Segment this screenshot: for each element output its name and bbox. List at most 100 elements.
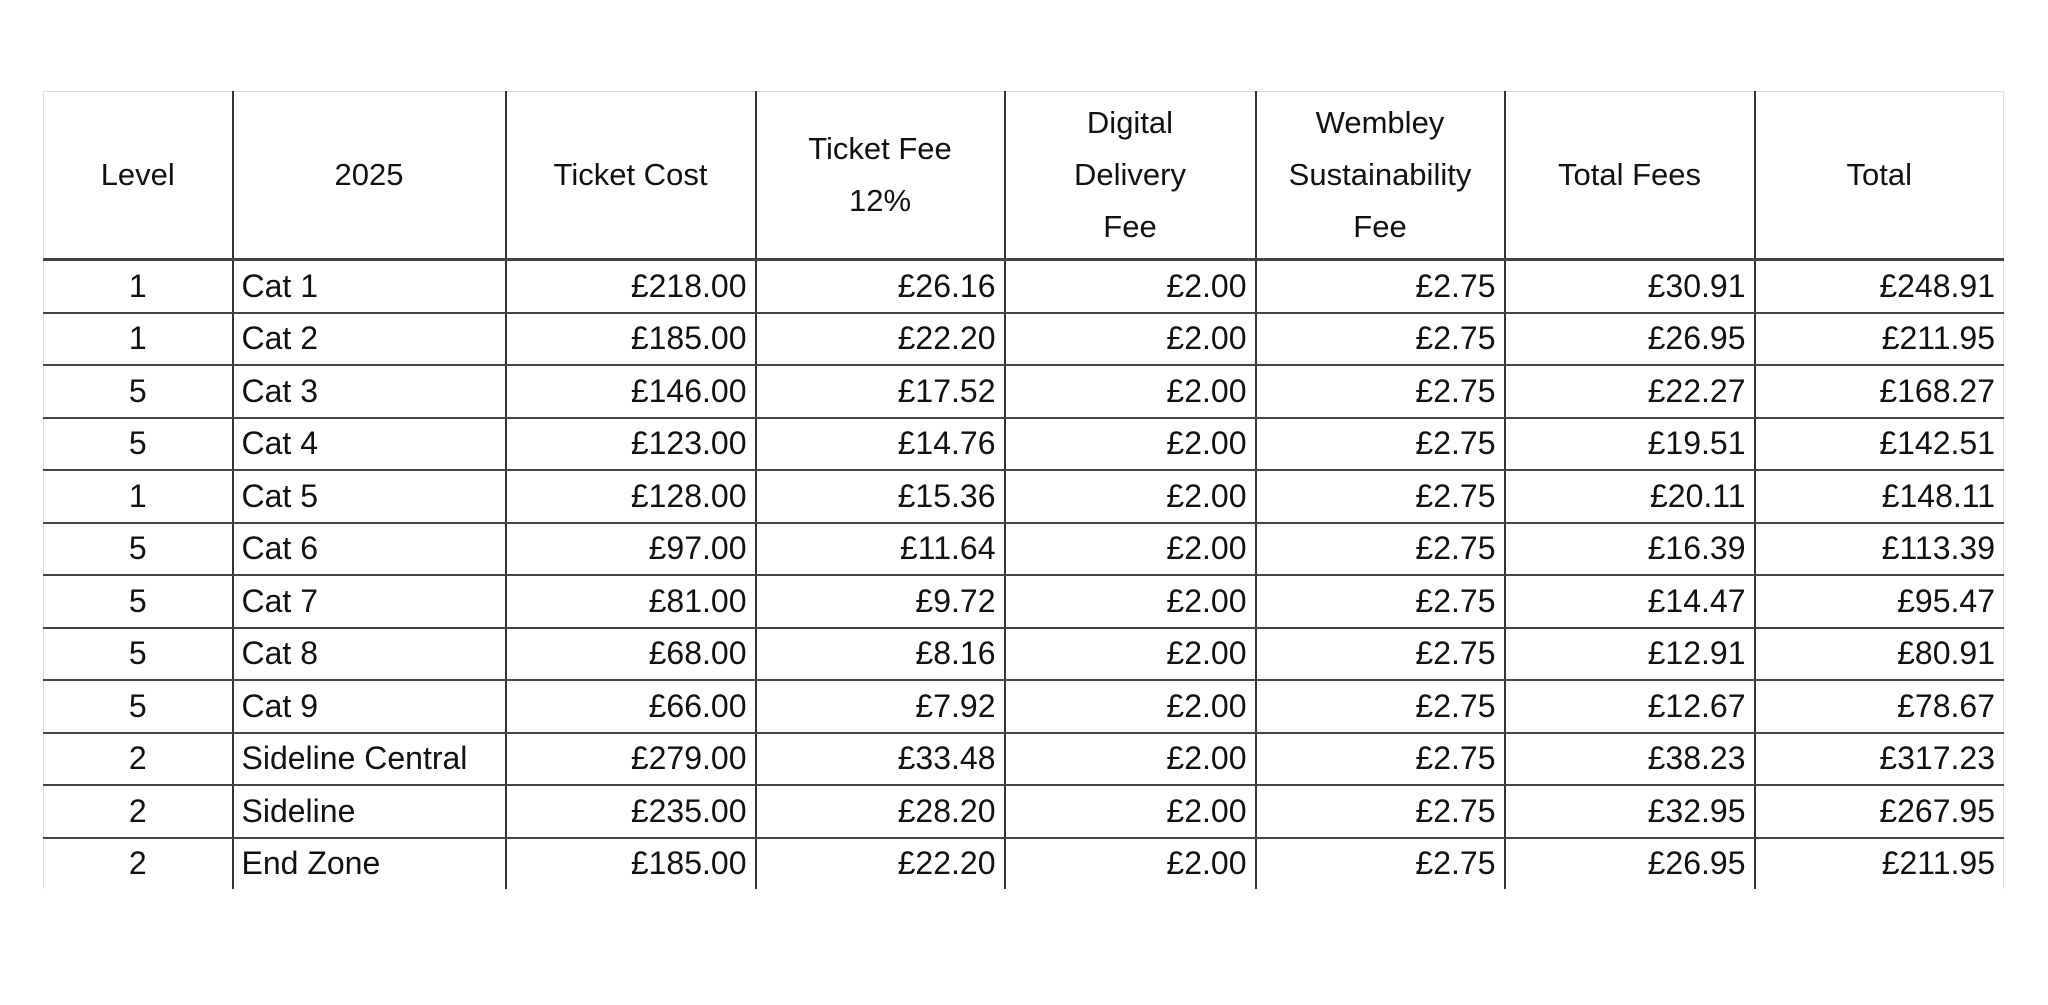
column-header-label: Ticket Cost [553, 157, 708, 192]
column-header: Ticket Cost [504, 91, 757, 261]
level-cell: 5 [43, 365, 234, 419]
table-row: 5 Cat 8 £68.00 £8.16 £2.00 £2.75 £12.91 £80.91 [43, 627, 2004, 681]
price-cell: £2.00 [1003, 837, 1257, 889]
level-cell: 1 [43, 312, 234, 366]
column-header: 2025 [231, 91, 507, 261]
category-cell: Cat 4 [231, 417, 507, 471]
price-cell: £22.27 [1503, 365, 1756, 419]
table-row: 2 Sideline £235.00 £28.20 £2.00 £2.75 £32.95 £2… [43, 785, 2004, 839]
column-header: Total Fees [1503, 91, 1756, 261]
price-cell: £185.00 [504, 312, 757, 366]
level-cell: 5 [43, 575, 234, 629]
price-cell: £2.75 [1254, 312, 1506, 366]
price-cell: £168.27 [1753, 365, 2004, 419]
price-cell: £9.72 [754, 575, 1006, 629]
price-cell: £2.75 [1254, 680, 1506, 734]
price-cell: £26.95 [1503, 837, 1756, 889]
price-cell: £317.23 [1753, 732, 2004, 786]
price-cell: £20.11 [1503, 470, 1756, 524]
price-cell: £15.36 [754, 470, 1006, 524]
price-cell: £2.75 [1254, 627, 1506, 681]
column-header-label: Wembley Sustainability Fee [1288, 105, 1472, 244]
price-cell: £2.00 [1003, 785, 1257, 839]
level-cell: 2 [43, 732, 234, 786]
category-cell: Cat 9 [231, 680, 507, 734]
category-cell: Sideline Central [231, 732, 507, 786]
price-cell: £11.64 [754, 522, 1006, 576]
table-row: 5 Cat 9 £66.00 £7.92 £2.00 £2.75 £12.67 £78.67 [43, 680, 2004, 734]
table-row: 2 Sideline Central £279.00 £33.48 £2.00 £2.75… [43, 732, 2004, 786]
column-header: Ticket Fee 12% [754, 91, 1006, 261]
price-cell: £211.95 [1753, 837, 2004, 889]
price-cell: £14.76 [754, 417, 1006, 471]
level-cell: 1 [43, 259, 234, 314]
column-header: Total [1753, 91, 2004, 261]
table-row: 5 Cat 6 £97.00 £11.64 £2.00 £2.75 £16.39 £113.3… [43, 522, 2004, 576]
price-cell: £113.39 [1753, 522, 2004, 576]
level-cell: 5 [43, 627, 234, 681]
price-cell: £142.51 [1753, 417, 2004, 471]
price-cell: £2.00 [1003, 575, 1257, 629]
column-header-label: Level [100, 157, 175, 192]
price-cell: £14.47 [1503, 575, 1756, 629]
ticket-price-table: Level 2025 Ticket Cost Ticket Fee 12% Digita… [43, 91, 2004, 889]
category-cell: Cat 1 [231, 259, 507, 314]
table-row: 1 Cat 5 £128.00 £15.36 £2.00 £2.75 £20.11 £148.… [43, 470, 2004, 524]
table-row: 5 Cat 7 £81.00 £9.72 £2.00 £2.75 £14.47 £95.47 [43, 575, 2004, 629]
category-cell: End Zone [231, 837, 507, 889]
price-cell: £267.95 [1753, 785, 2004, 839]
price-cell: £2.75 [1254, 522, 1506, 576]
price-cell: £2.75 [1254, 575, 1506, 629]
price-cell: £128.00 [504, 470, 757, 524]
price-cell: £38.23 [1503, 732, 1756, 786]
price-cell: £148.11 [1753, 470, 2004, 524]
price-cell: £2.75 [1254, 365, 1506, 419]
price-cell: £16.39 [1503, 522, 1756, 576]
level-cell: 1 [43, 470, 234, 524]
price-cell: £2.75 [1254, 417, 1506, 471]
price-cell: £22.20 [754, 312, 1006, 366]
price-cell: £97.00 [504, 522, 757, 576]
table-row: 1 Cat 1 £218.00 £26.16 £2.00 £2.75 £30.91 £248.… [43, 259, 2004, 314]
category-cell: Cat 6 [231, 522, 507, 576]
price-cell: £2.75 [1254, 837, 1506, 889]
price-cell: £7.92 [754, 680, 1006, 734]
price-cell: £211.95 [1753, 312, 2004, 366]
price-cell: £2.00 [1003, 417, 1257, 471]
price-cell: £279.00 [504, 732, 757, 786]
price-cell: £19.51 [1503, 417, 1756, 471]
column-header: Wembley Sustainability Fee [1254, 91, 1506, 261]
price-cell: £218.00 [504, 259, 757, 314]
category-cell: Cat 7 [231, 575, 507, 629]
price-cell: £26.95 [1503, 312, 1756, 366]
column-header-label: Total [1846, 157, 1912, 192]
table-row: 5 Cat 4 £123.00 £14.76 £2.00 £2.75 £19.51 £142.… [43, 417, 2004, 471]
table-row: 2 End Zone £185.00 £22.20 £2.00 £2.75 £26.95 £2… [43, 837, 2004, 889]
price-cell: £8.16 [754, 627, 1006, 681]
level-cell: 5 [43, 522, 234, 576]
price-cell: £2.00 [1003, 732, 1257, 786]
price-cell: £17.52 [754, 365, 1006, 419]
category-cell: Sideline [231, 785, 507, 839]
column-header: Digital Delivery Fee [1003, 91, 1257, 261]
price-cell: £2.00 [1003, 522, 1257, 576]
price-cell: £248.91 [1753, 259, 2004, 314]
price-cell: £30.91 [1503, 259, 1756, 314]
price-cell: £2.00 [1003, 259, 1257, 314]
column-header: Level [43, 91, 234, 261]
price-cell: £146.00 [504, 365, 757, 419]
price-cell: £68.00 [504, 627, 757, 681]
price-cell: £2.75 [1254, 785, 1506, 839]
price-cell: £33.48 [754, 732, 1006, 786]
level-cell: 5 [43, 417, 234, 471]
price-cell: £28.20 [754, 785, 1006, 839]
category-cell: Cat 5 [231, 470, 507, 524]
level-cell: 5 [43, 680, 234, 734]
price-cell: £2.00 [1003, 627, 1257, 681]
category-cell: Cat 2 [231, 312, 507, 366]
price-cell: £2.75 [1254, 470, 1506, 524]
price-cell: £32.95 [1503, 785, 1756, 839]
price-cell: £66.00 [504, 680, 757, 734]
price-cell: £235.00 [504, 785, 757, 839]
price-cell: £2.75 [1254, 259, 1506, 314]
